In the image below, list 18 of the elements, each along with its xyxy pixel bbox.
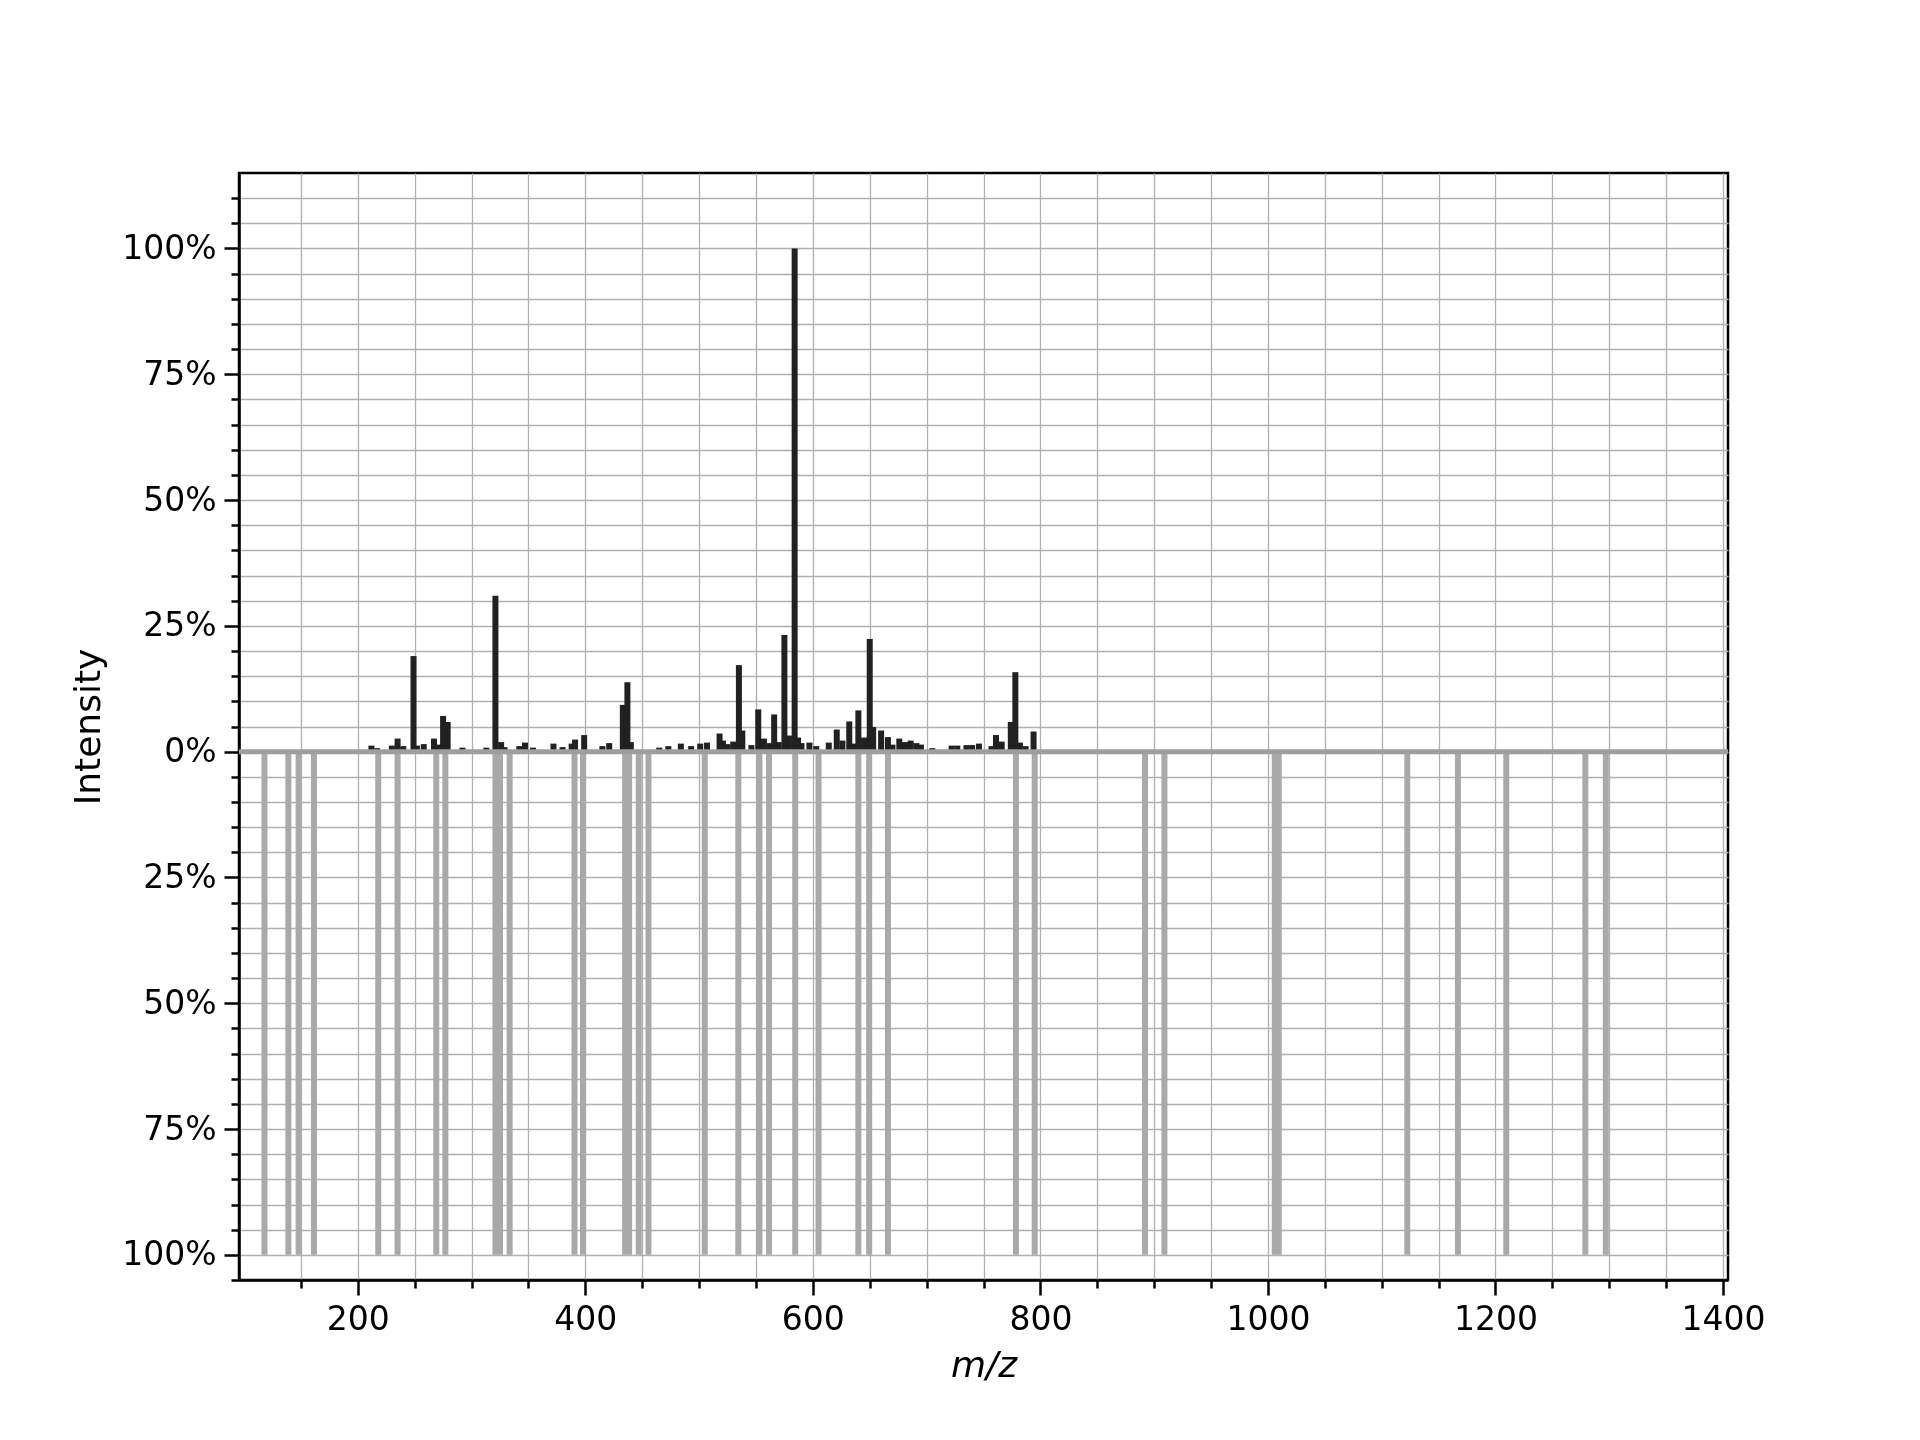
y-tick-label: 0% <box>164 731 217 771</box>
x-tick-label: 800 <box>1009 1298 1073 1338</box>
x-tick-label: 1200 <box>1453 1298 1538 1338</box>
y-tick-label: 25% <box>143 856 217 896</box>
y-axis-title: Intensity <box>67 648 109 806</box>
x-tick-label: 600 <box>781 1298 845 1338</box>
y-tick-label: 50% <box>143 982 217 1022</box>
y-tick-label: 100% <box>122 227 217 267</box>
x-tick-label: 200 <box>326 1298 390 1338</box>
x-tick-label: 1400 <box>1681 1298 1766 1338</box>
x-tick-label: 1000 <box>1226 1298 1311 1338</box>
y-tick-label: 25% <box>143 605 217 645</box>
y-tick-label: 100% <box>122 1234 217 1274</box>
x-tick-label: 400 <box>554 1298 618 1338</box>
x-axis-title: m/z <box>950 1343 1019 1385</box>
y-tick-label: 75% <box>143 353 217 393</box>
y-tick-label: 50% <box>143 479 217 519</box>
y-tick-label: 75% <box>143 1108 217 1148</box>
